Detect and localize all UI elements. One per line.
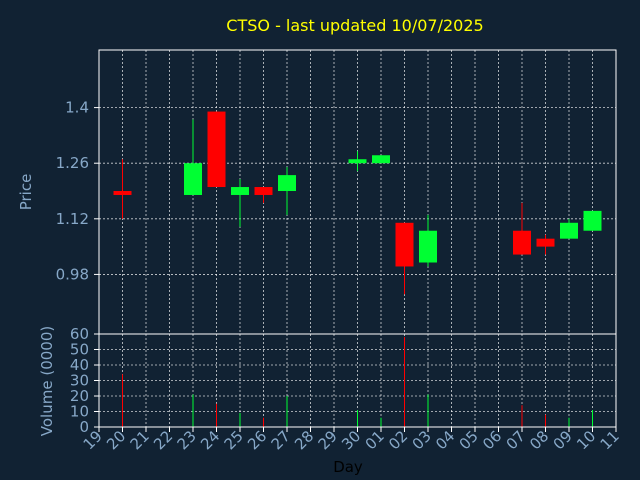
day-tick-label: 21: [127, 427, 153, 453]
day-tick-label: 11: [597, 427, 623, 453]
candle-body: [231, 187, 249, 195]
candle-body: [560, 222, 578, 239]
day-tick-label: 25: [221, 427, 247, 453]
day-tick-label: 20: [103, 427, 129, 453]
day-tick-label: 07: [503, 427, 529, 453]
volume-tick-label: 40: [70, 356, 89, 374]
day-tick-label: 05: [456, 427, 482, 453]
day-tick-label: 04: [432, 427, 458, 453]
candle-body: [348, 159, 367, 164]
volume-panel: 0102030405060192021222324252627282930010…: [70, 325, 623, 453]
day-axis-title: Day: [333, 458, 363, 476]
price-tick-label: 1.4: [65, 99, 89, 117]
day-tick-label: 29: [315, 427, 341, 453]
day-tick-label: 08: [526, 427, 552, 453]
candle-body: [513, 230, 531, 255]
chart-title: CTSO - last updated 10/07/2025: [226, 16, 483, 35]
candle-body: [372, 155, 390, 164]
day-tick-label: 28: [291, 427, 317, 453]
candle-body: [536, 238, 555, 247]
volume-tick-label: 60: [70, 325, 89, 343]
day-tick-label: 26: [244, 427, 270, 453]
candle-body: [419, 230, 437, 263]
day-tick-label: 10: [573, 427, 599, 453]
day-tick-label: 06: [479, 427, 505, 453]
candle-body: [207, 111, 226, 188]
volume-axis-title: Volume (0000): [38, 326, 56, 436]
day-tick-label: 22: [150, 427, 176, 453]
price-tick-label: 1.12: [56, 210, 89, 228]
day-tick-label: 23: [174, 427, 200, 453]
price-axis-title: Price: [17, 174, 35, 211]
price-panel: 0.98 1.12 1.26 1.4: [56, 49, 617, 335]
volume-tick-label: 50: [70, 341, 89, 359]
candle-body: [395, 222, 414, 267]
candle-body: [278, 175, 296, 192]
day-tick-label: 02: [385, 427, 411, 453]
day-tick-label: 30: [338, 427, 364, 453]
candle-body: [184, 163, 202, 195]
volume-tick-label: 10: [70, 403, 89, 421]
price-tick-label: 1.26: [56, 154, 89, 172]
candle-body: [254, 187, 273, 195]
price-tick-label: 0.98: [56, 265, 89, 283]
volume-tick-label: 20: [70, 387, 89, 405]
day-tick-label: 01: [362, 427, 388, 453]
day-tick-label: 27: [268, 427, 294, 453]
day-tick-label: 03: [409, 427, 435, 453]
candle-body: [113, 191, 132, 195]
day-tick-label: 24: [197, 427, 223, 453]
candle-body: [583, 210, 602, 231]
volume-tick-label: 0: [79, 418, 89, 436]
day-tick-label: 09: [550, 427, 576, 453]
volume-tick-label: 30: [70, 372, 89, 390]
